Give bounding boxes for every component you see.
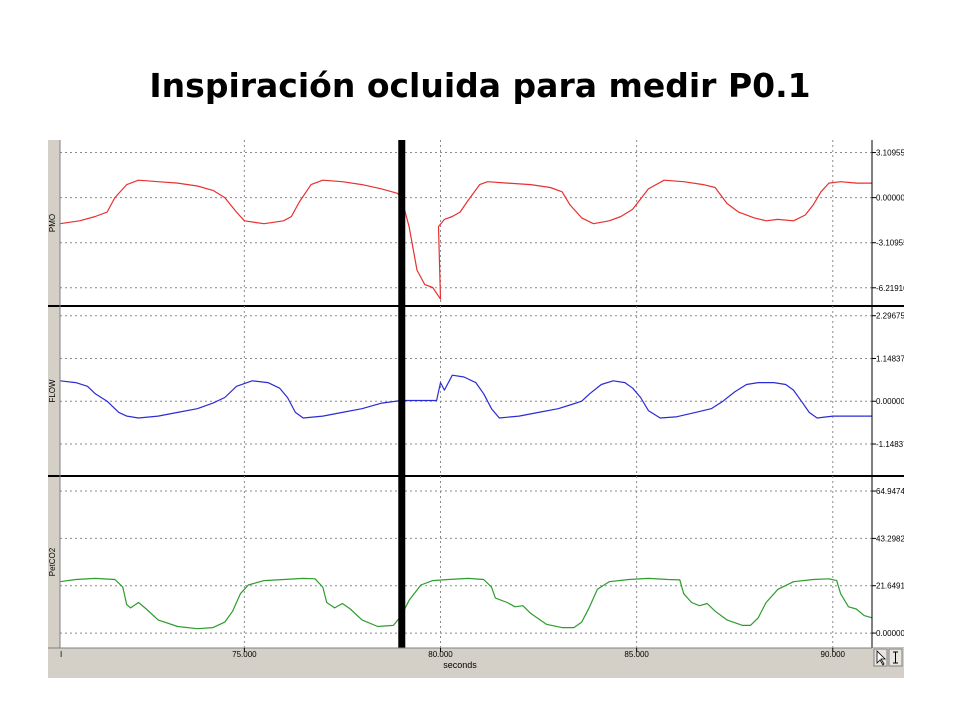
y-tick-label: -6.21910 bbox=[876, 284, 904, 293]
y-tick-label: 0.00000 bbox=[876, 629, 904, 638]
y-tick-label: 0.00000 bbox=[876, 194, 904, 203]
x-tick-label: 85.000 bbox=[624, 650, 649, 659]
y-tick-label: 2.29675 bbox=[876, 312, 904, 321]
x-axis: seconds I 75.000 80.000 85.000 90.000 bbox=[48, 647, 904, 678]
waveform-chart-svg: 3.10955 0.00000 -3.10955 -6.21910 PMO 2.29675… bbox=[48, 140, 908, 678]
y-tick-label: 0.00000 bbox=[876, 397, 904, 406]
toolbar bbox=[872, 648, 904, 678]
panel-petco2: 64.9474 43.2982 21.6491 0.00000 PetCO2 bbox=[48, 476, 905, 648]
y-tick-label: 21.6491 bbox=[876, 582, 904, 591]
text-cursor-icon bbox=[893, 651, 898, 664]
panel-label: PetCO2 bbox=[48, 547, 57, 576]
y-tick-label: -3.10955 bbox=[876, 239, 904, 248]
y-tick-label: -1.14837 bbox=[876, 440, 904, 449]
panel-label: PMO bbox=[48, 214, 57, 232]
left-gutter bbox=[48, 140, 60, 648]
pointer-icon bbox=[876, 650, 886, 666]
y-tick-label: 3.10955 bbox=[876, 149, 904, 158]
series-line-pmo bbox=[59, 179, 872, 300]
x-tick-label: 75.000 bbox=[232, 650, 257, 659]
panel-label: FLOW bbox=[48, 379, 57, 403]
panel-pmo: 3.10955 0.00000 -3.10955 -6.21910 PMO bbox=[48, 140, 908, 307]
waveform-chart: 3.10955 0.00000 -3.10955 -6.21910 PMO 2.29675… bbox=[48, 140, 908, 678]
x-tick-label: 90.000 bbox=[821, 650, 846, 659]
series-line-flow bbox=[59, 374, 872, 419]
series-line-petco2 bbox=[59, 577, 873, 630]
x-start-tick-label: I bbox=[60, 650, 62, 659]
x-axis-label: seconds bbox=[443, 660, 477, 670]
x-tick-label: 80.000 bbox=[428, 650, 453, 659]
panel-flow: 2.29675 1.14837 0.00000 -1.14837 FLOW bbox=[48, 306, 908, 477]
y-tick-label: 1.14837 bbox=[876, 354, 904, 363]
y-tick-label: 43.2982 bbox=[876, 534, 904, 543]
occlusion-marker[interactable] bbox=[398, 140, 406, 648]
text-cursor-tool-button[interactable] bbox=[888, 648, 903, 667]
pointer-tool-button[interactable] bbox=[873, 648, 888, 667]
y-tick-label: 64.9474 bbox=[876, 487, 904, 496]
slide-title: Inspiración ocluida para medir P0.1 bbox=[149, 66, 811, 105]
